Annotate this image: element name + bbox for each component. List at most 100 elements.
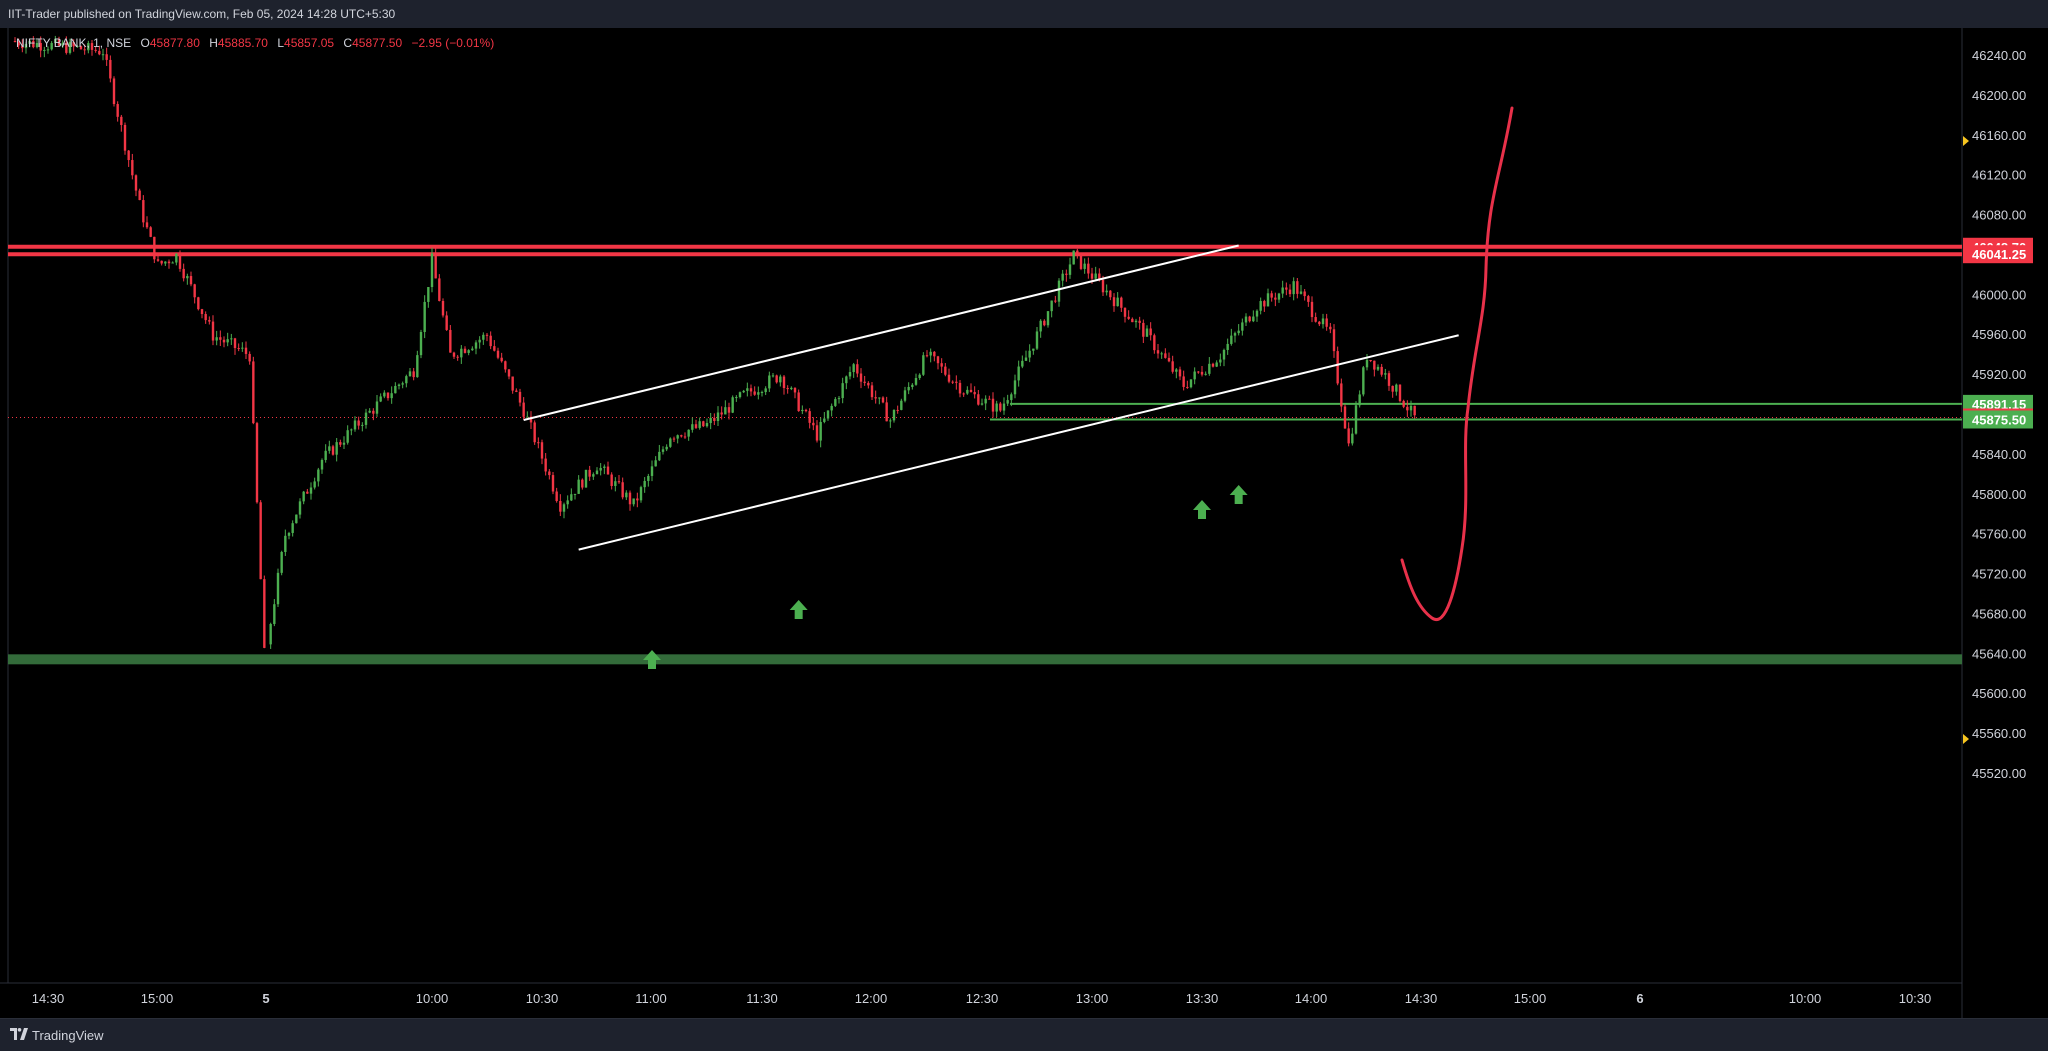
candle-body — [1208, 363, 1211, 374]
low-key: L — [277, 36, 285, 50]
candle-body — [145, 222, 149, 228]
candle-body — [1270, 293, 1273, 298]
price-tick-label: 45520.00 — [1972, 766, 2026, 781]
candle-body — [1336, 351, 1339, 384]
candle-body — [1127, 316, 1130, 319]
candle-body — [1406, 406, 1409, 411]
candle-body — [782, 376, 786, 389]
candle-body — [1013, 380, 1017, 395]
tradingview-brand[interactable]: TradingView — [32, 1028, 104, 1043]
candle-body — [914, 378, 918, 385]
candle-body — [1255, 310, 1259, 317]
candle-body — [691, 424, 694, 430]
price-tick-label: 46200.00 — [1972, 88, 2026, 103]
candle-body — [1233, 333, 1237, 336]
candle-body — [1373, 360, 1376, 370]
candle-body — [940, 363, 943, 367]
candle-body — [244, 347, 248, 354]
candle-body — [870, 385, 874, 398]
symbol-label[interactable]: NIFTY BANK, 1, NSE — [16, 36, 132, 50]
time-tick-label: 11:00 — [635, 991, 667, 1006]
chart-area[interactable]: 46240.00 46200.00 46160.00 46120.00 46080.00… — [0, 28, 2048, 1018]
candle-body — [1376, 366, 1380, 370]
candle-body — [1002, 403, 1006, 411]
candle-body — [328, 446, 331, 451]
candle-body — [408, 371, 412, 377]
candle-body — [724, 407, 727, 415]
candle-body — [808, 411, 811, 423]
candle-body — [661, 449, 665, 452]
time-tick-label: 5 — [262, 991, 269, 1006]
candle-body — [786, 388, 789, 390]
candle-body — [995, 403, 998, 412]
candle-body — [705, 423, 709, 427]
candle-body — [460, 348, 463, 358]
candle-body — [441, 300, 445, 316]
time-tick-label: 10:00 — [416, 991, 449, 1006]
candle-body — [1230, 335, 1233, 344]
arrow-up-icon — [643, 650, 661, 669]
candle-body — [1318, 321, 1321, 325]
candle-body — [412, 371, 415, 378]
candle-body — [1189, 379, 1193, 388]
candle-body — [1285, 287, 1288, 290]
candle-body — [276, 572, 280, 605]
candle-body — [742, 390, 745, 393]
price-tick-label: 45640.00 — [1972, 646, 2026, 661]
candle-body — [123, 124, 127, 151]
candle-body — [423, 301, 426, 332]
candle-body — [603, 466, 606, 468]
candle-body — [918, 374, 921, 379]
candle-body — [134, 175, 138, 191]
candle-body — [1021, 360, 1024, 367]
candle-body — [826, 410, 830, 419]
channel-lower-line — [578, 334, 1459, 551]
candle-body — [632, 498, 635, 505]
candle-body — [999, 403, 1002, 411]
candle-body — [1182, 376, 1185, 387]
candle-body — [1028, 350, 1031, 358]
candle-body — [241, 347, 244, 349]
candle-body — [845, 376, 848, 384]
candle-body — [193, 284, 196, 298]
candle-body — [988, 398, 991, 400]
candle-body — [889, 420, 892, 422]
candle-body — [1222, 349, 1226, 360]
candle-body — [1358, 394, 1361, 406]
candle-body — [1112, 297, 1116, 307]
candle-body — [1307, 296, 1310, 302]
candle-body — [1380, 366, 1383, 375]
candle-body — [570, 494, 573, 501]
candle-body — [771, 375, 775, 377]
candle-body — [610, 474, 613, 486]
candle-body — [138, 190, 141, 201]
candle-body — [1413, 405, 1416, 416]
candle-body — [335, 442, 338, 455]
candle-body — [1299, 291, 1303, 294]
candle-body — [1391, 385, 1394, 392]
candle-body — [669, 438, 672, 447]
candle-body — [1347, 428, 1350, 444]
candle-body — [1171, 361, 1174, 372]
alert-marker-icon — [1963, 136, 1969, 146]
candle-body — [309, 487, 313, 494]
candle-body — [577, 479, 580, 494]
candle-body — [1248, 316, 1251, 322]
candle-body — [966, 389, 969, 394]
candle-body — [1050, 300, 1053, 312]
candle-body — [1160, 353, 1163, 355]
candle-body — [797, 392, 800, 412]
candle-body — [863, 381, 866, 383]
candle-body — [559, 500, 562, 512]
candle-body — [397, 384, 401, 386]
candle-body — [61, 42, 64, 46]
price-chart[interactable]: 46240.00 46200.00 46160.00 46120.00 46080.00… — [0, 28, 2048, 1018]
candle-body — [606, 466, 610, 475]
candle-body — [284, 535, 287, 552]
candle-body — [379, 396, 382, 402]
candle-body — [1343, 406, 1347, 429]
candle-body — [350, 429, 353, 431]
candle-body — [1409, 405, 1413, 411]
candle-body — [149, 227, 152, 237]
candle-body — [504, 361, 507, 370]
